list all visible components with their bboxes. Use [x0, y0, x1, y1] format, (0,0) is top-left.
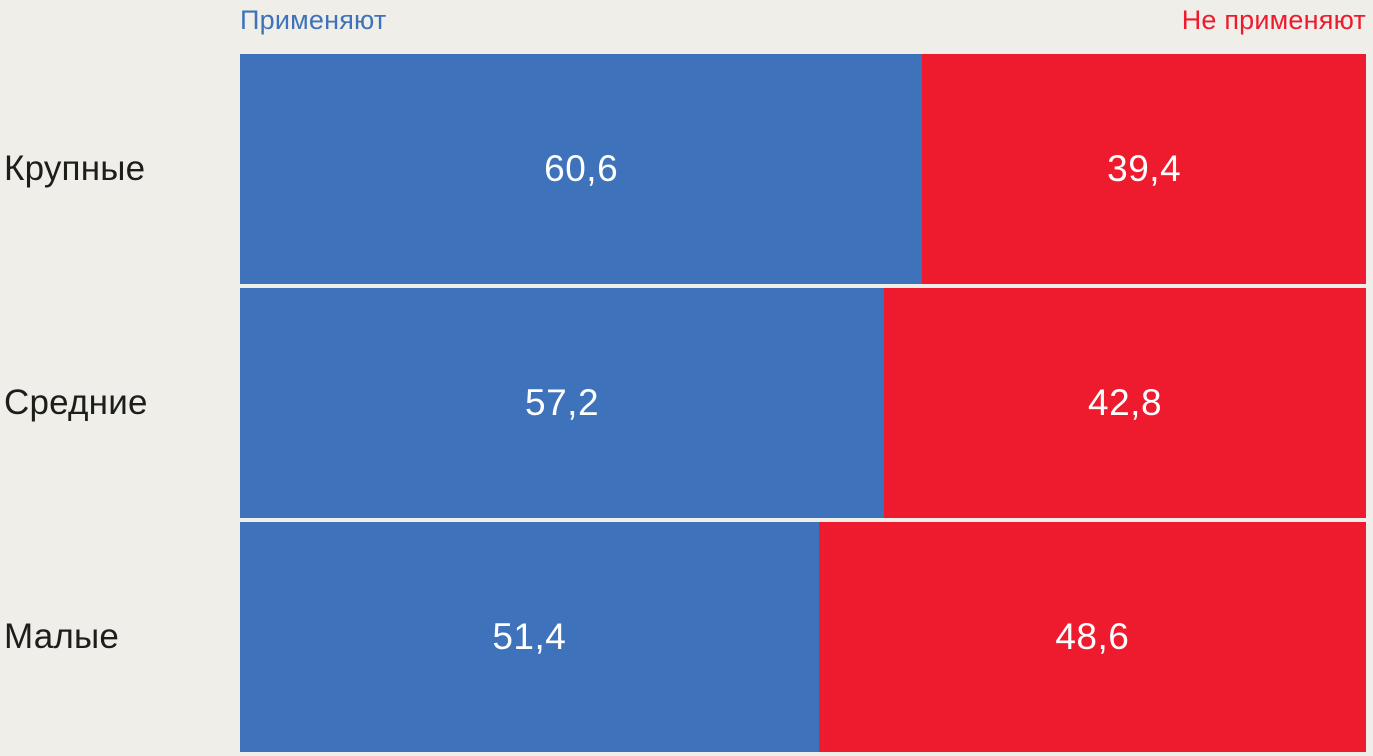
bar-segment-not-apply: 39,4: [922, 54, 1366, 284]
bar-segment-apply: 57,2: [240, 288, 885, 518]
bar-value-label: 42,8: [1088, 382, 1163, 423]
bar-segment-not-apply: 42,8: [884, 288, 1366, 518]
chart-row: Средние 57,2 42,8: [0, 288, 1373, 518]
bar-value-label: 39,4: [1107, 148, 1182, 189]
bar-value-label: 60,6: [544, 148, 619, 189]
bar-segment-not-apply: 48,6: [818, 522, 1366, 752]
chart-row: Крупные 60,6 39,4: [0, 54, 1373, 284]
chart-plot-area: Крупные 60,6 39,4 Средние 57,2 42,8 Малые 51,4 4…: [0, 54, 1373, 752]
category-label: Малые: [4, 617, 120, 656]
chart-legend: Применяют Не применяют: [0, 0, 1373, 54]
bar-segment-apply: 60,6: [240, 54, 923, 284]
bar-value-label: 48,6: [1055, 616, 1130, 657]
bar-track: 51,4 48,6: [240, 522, 1366, 752]
bar-value-label: 51,4: [492, 616, 567, 657]
legend-item-apply: Применяют: [240, 5, 387, 35]
category-label: Крупные: [4, 149, 146, 188]
bar-track: 60,6 39,4: [240, 54, 1366, 284]
bar-track: 57,2 42,8: [240, 288, 1366, 518]
legend-item-not-apply: Не применяют: [1181, 5, 1366, 35]
category-label: Средние: [4, 383, 148, 422]
bar-segment-apply: 51,4: [240, 522, 819, 752]
bar-value-label: 57,2: [525, 382, 600, 423]
chart-row: Малые 51,4 48,6: [0, 522, 1373, 752]
